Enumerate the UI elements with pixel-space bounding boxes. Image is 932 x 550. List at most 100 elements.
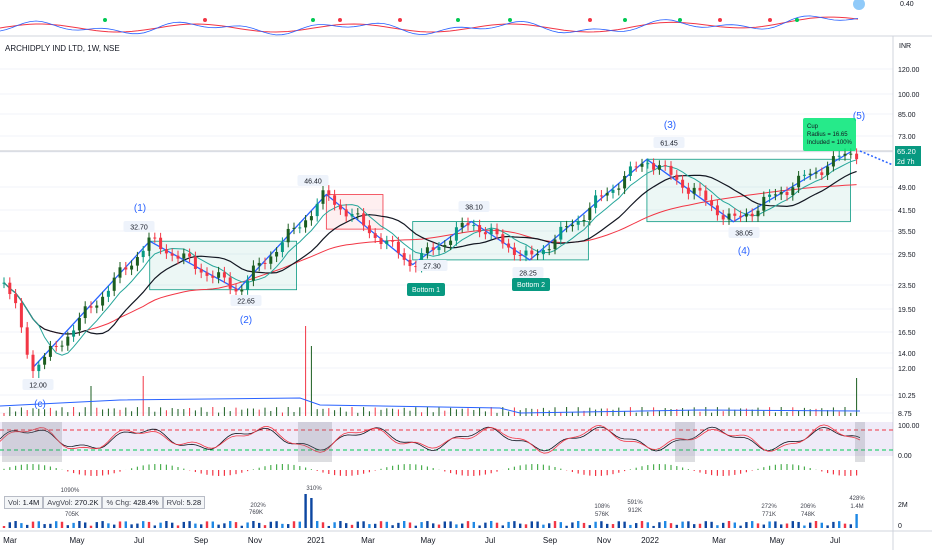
- volume-bar: [484, 522, 487, 528]
- candle-body: [315, 203, 319, 217]
- time-tick-label: May: [69, 536, 84, 545]
- volume-bar: [716, 525, 719, 528]
- candle-body: [101, 296, 105, 306]
- volume-bar: [820, 522, 823, 528]
- signal-dot: [456, 18, 460, 22]
- volume-bar: [565, 525, 568, 528]
- volume-bars-overlay: [0, 326, 861, 416]
- countdown-label: 2d 7h: [897, 159, 915, 166]
- volume-bar: [623, 521, 626, 528]
- candle-body: [547, 249, 551, 251]
- volume-bar: [646, 522, 649, 528]
- volume-bar: [316, 521, 319, 528]
- volume-bar: [559, 522, 562, 528]
- volume-bar: [733, 522, 736, 528]
- elliott-wave-line: [32, 151, 851, 369]
- volume-bar: [37, 521, 40, 528]
- candle-body: [744, 213, 748, 217]
- candle-body: [478, 225, 482, 233]
- candle-body: [257, 262, 261, 266]
- volume-annotation: 202%: [250, 503, 266, 509]
- volume-annotation: 771K: [762, 512, 776, 518]
- volume-annotation: 591%: [627, 500, 643, 506]
- volume-bar: [8, 522, 11, 528]
- volume-bar: [14, 521, 17, 528]
- volume-pane: 705K 1090% 202%769K 310% 108% 576K 591% 912K 272…: [2, 486, 865, 528]
- candle-body: [686, 187, 690, 194]
- candle-body: [553, 239, 557, 250]
- volume-bar: [66, 525, 69, 528]
- candle-body: [495, 228, 499, 235]
- candle-body: [692, 187, 696, 194]
- volume-bar: [629, 524, 632, 528]
- signal-dot: [718, 18, 722, 22]
- volume-bar: [832, 521, 835, 528]
- candle-body: [849, 153, 853, 155]
- volume-bar: [113, 524, 116, 528]
- volume-bar: [855, 514, 858, 528]
- volume-bar: [43, 524, 46, 528]
- volume-bar: [147, 521, 151, 528]
- signal-dot: [203, 18, 207, 22]
- candle-body: [634, 166, 638, 168]
- volume-annotation: 428%: [849, 496, 865, 502]
- candle-body: [536, 254, 540, 256]
- volume-bar: [72, 522, 75, 528]
- candle-body: [414, 266, 418, 268]
- candle-body: [66, 336, 70, 346]
- osc-tick-label: 0.00: [898, 453, 912, 460]
- volume-annotation: 748K: [801, 512, 815, 518]
- volume-bar: [84, 522, 87, 528]
- volume-bar: [635, 523, 638, 528]
- oscillator-pane: [0, 422, 893, 462]
- candle-body: [594, 195, 598, 208]
- candle-body: [159, 237, 163, 250]
- volume-bar: [426, 521, 429, 528]
- volume-bar: [136, 523, 139, 528]
- volume-bar: [536, 521, 539, 528]
- candle-body: [211, 275, 215, 278]
- candle-body: [31, 354, 35, 372]
- price-tick-label: 100.00: [898, 92, 920, 99]
- candle-body: [588, 207, 592, 220]
- candle-body: [356, 213, 360, 215]
- volume-stats-panel: Vol: 1.4M AvgVol: 270.2K % Chg: 428.4% R…: [4, 496, 206, 509]
- candle-body: [246, 280, 250, 290]
- candle-body: [205, 272, 209, 276]
- volume-bar: [443, 521, 446, 528]
- volume-bar: [455, 524, 458, 528]
- price-tick-label: 10.25: [898, 393, 916, 400]
- candle-body: [275, 251, 279, 257]
- candle-body: [170, 253, 174, 256]
- candle-body: [727, 213, 731, 220]
- last-price-label: 65.20: [897, 147, 916, 156]
- volume-annotation: 272%: [761, 504, 777, 510]
- volume-bar: [414, 525, 417, 528]
- candle-body: [321, 190, 325, 204]
- candle-body: [698, 187, 702, 191]
- candle-body: [391, 240, 395, 242]
- candle-body: [228, 277, 232, 289]
- volume-bar: [553, 521, 557, 528]
- pattern-label-bg: [512, 278, 550, 291]
- volume-bar: [809, 522, 812, 528]
- volume-bar: [252, 521, 255, 528]
- candle-body: [715, 205, 719, 216]
- volume-bar: [287, 524, 290, 528]
- wave-label: (3): [664, 120, 676, 131]
- pattern-label: Bottom 1: [412, 287, 440, 294]
- candle-body: [240, 289, 244, 292]
- pattern-label: Bottom 2: [517, 282, 545, 289]
- volume-bar: [200, 524, 203, 528]
- volume-bar: [600, 521, 603, 528]
- volume-bar: [333, 522, 336, 528]
- volume-bar: [524, 524, 528, 528]
- volume-bar: [588, 525, 591, 528]
- candle-body: [681, 179, 685, 188]
- volume-bar: [304, 494, 307, 528]
- gridlines: [0, 68, 893, 414]
- candle-body: [524, 250, 528, 256]
- countdown-badge: [895, 156, 921, 166]
- wave-label: (1): [134, 203, 146, 214]
